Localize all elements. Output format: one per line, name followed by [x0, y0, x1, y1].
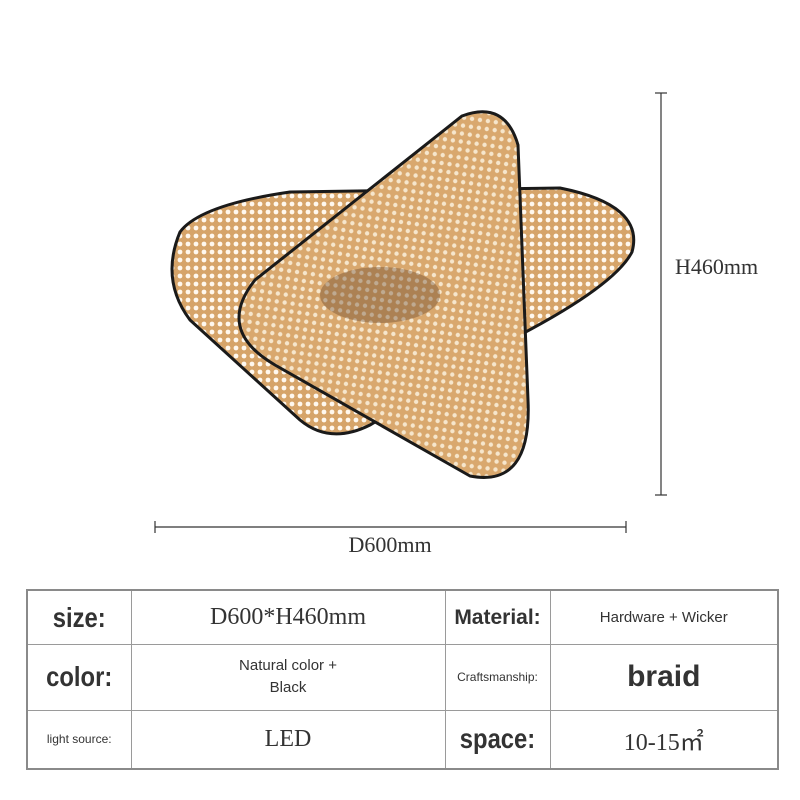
spec-row: size: D600*H460mm Material: Hardware + W… [27, 589, 779, 646]
spec-key: color: [34, 644, 124, 711]
spec-key: size: [34, 589, 124, 646]
width-label: D600mm [348, 532, 431, 557]
spec-value: 10-15㎡ [549, 709, 779, 770]
dimension-lines [154, 92, 667, 533]
lamp-front-panel [237, 110, 530, 479]
spec-key: Material: [444, 589, 551, 646]
spec-row: light source: LED space: 10-15㎡ [26, 709, 779, 770]
spec-key: Craftsmanship: [444, 644, 551, 711]
light-shadow [320, 267, 440, 323]
spec-row: color: Natural color + Black Craftsmansh… [27, 644, 779, 711]
spec-value: D600*H460mm [130, 589, 446, 646]
spec-key: light source: [26, 709, 132, 770]
spec-value: Natural color + Black [130, 644, 446, 711]
spec-key: space: [452, 709, 543, 770]
spec-value: LED [130, 709, 446, 770]
product-image: H460mm D600mm [154, 92, 758, 557]
spec-value: braid [549, 644, 779, 711]
spec-value: Hardware + Wicker [549, 589, 779, 646]
height-label: H460mm [675, 254, 758, 279]
spec-table: size: D600*H460mm Material: Hardware + W… [26, 589, 779, 770]
